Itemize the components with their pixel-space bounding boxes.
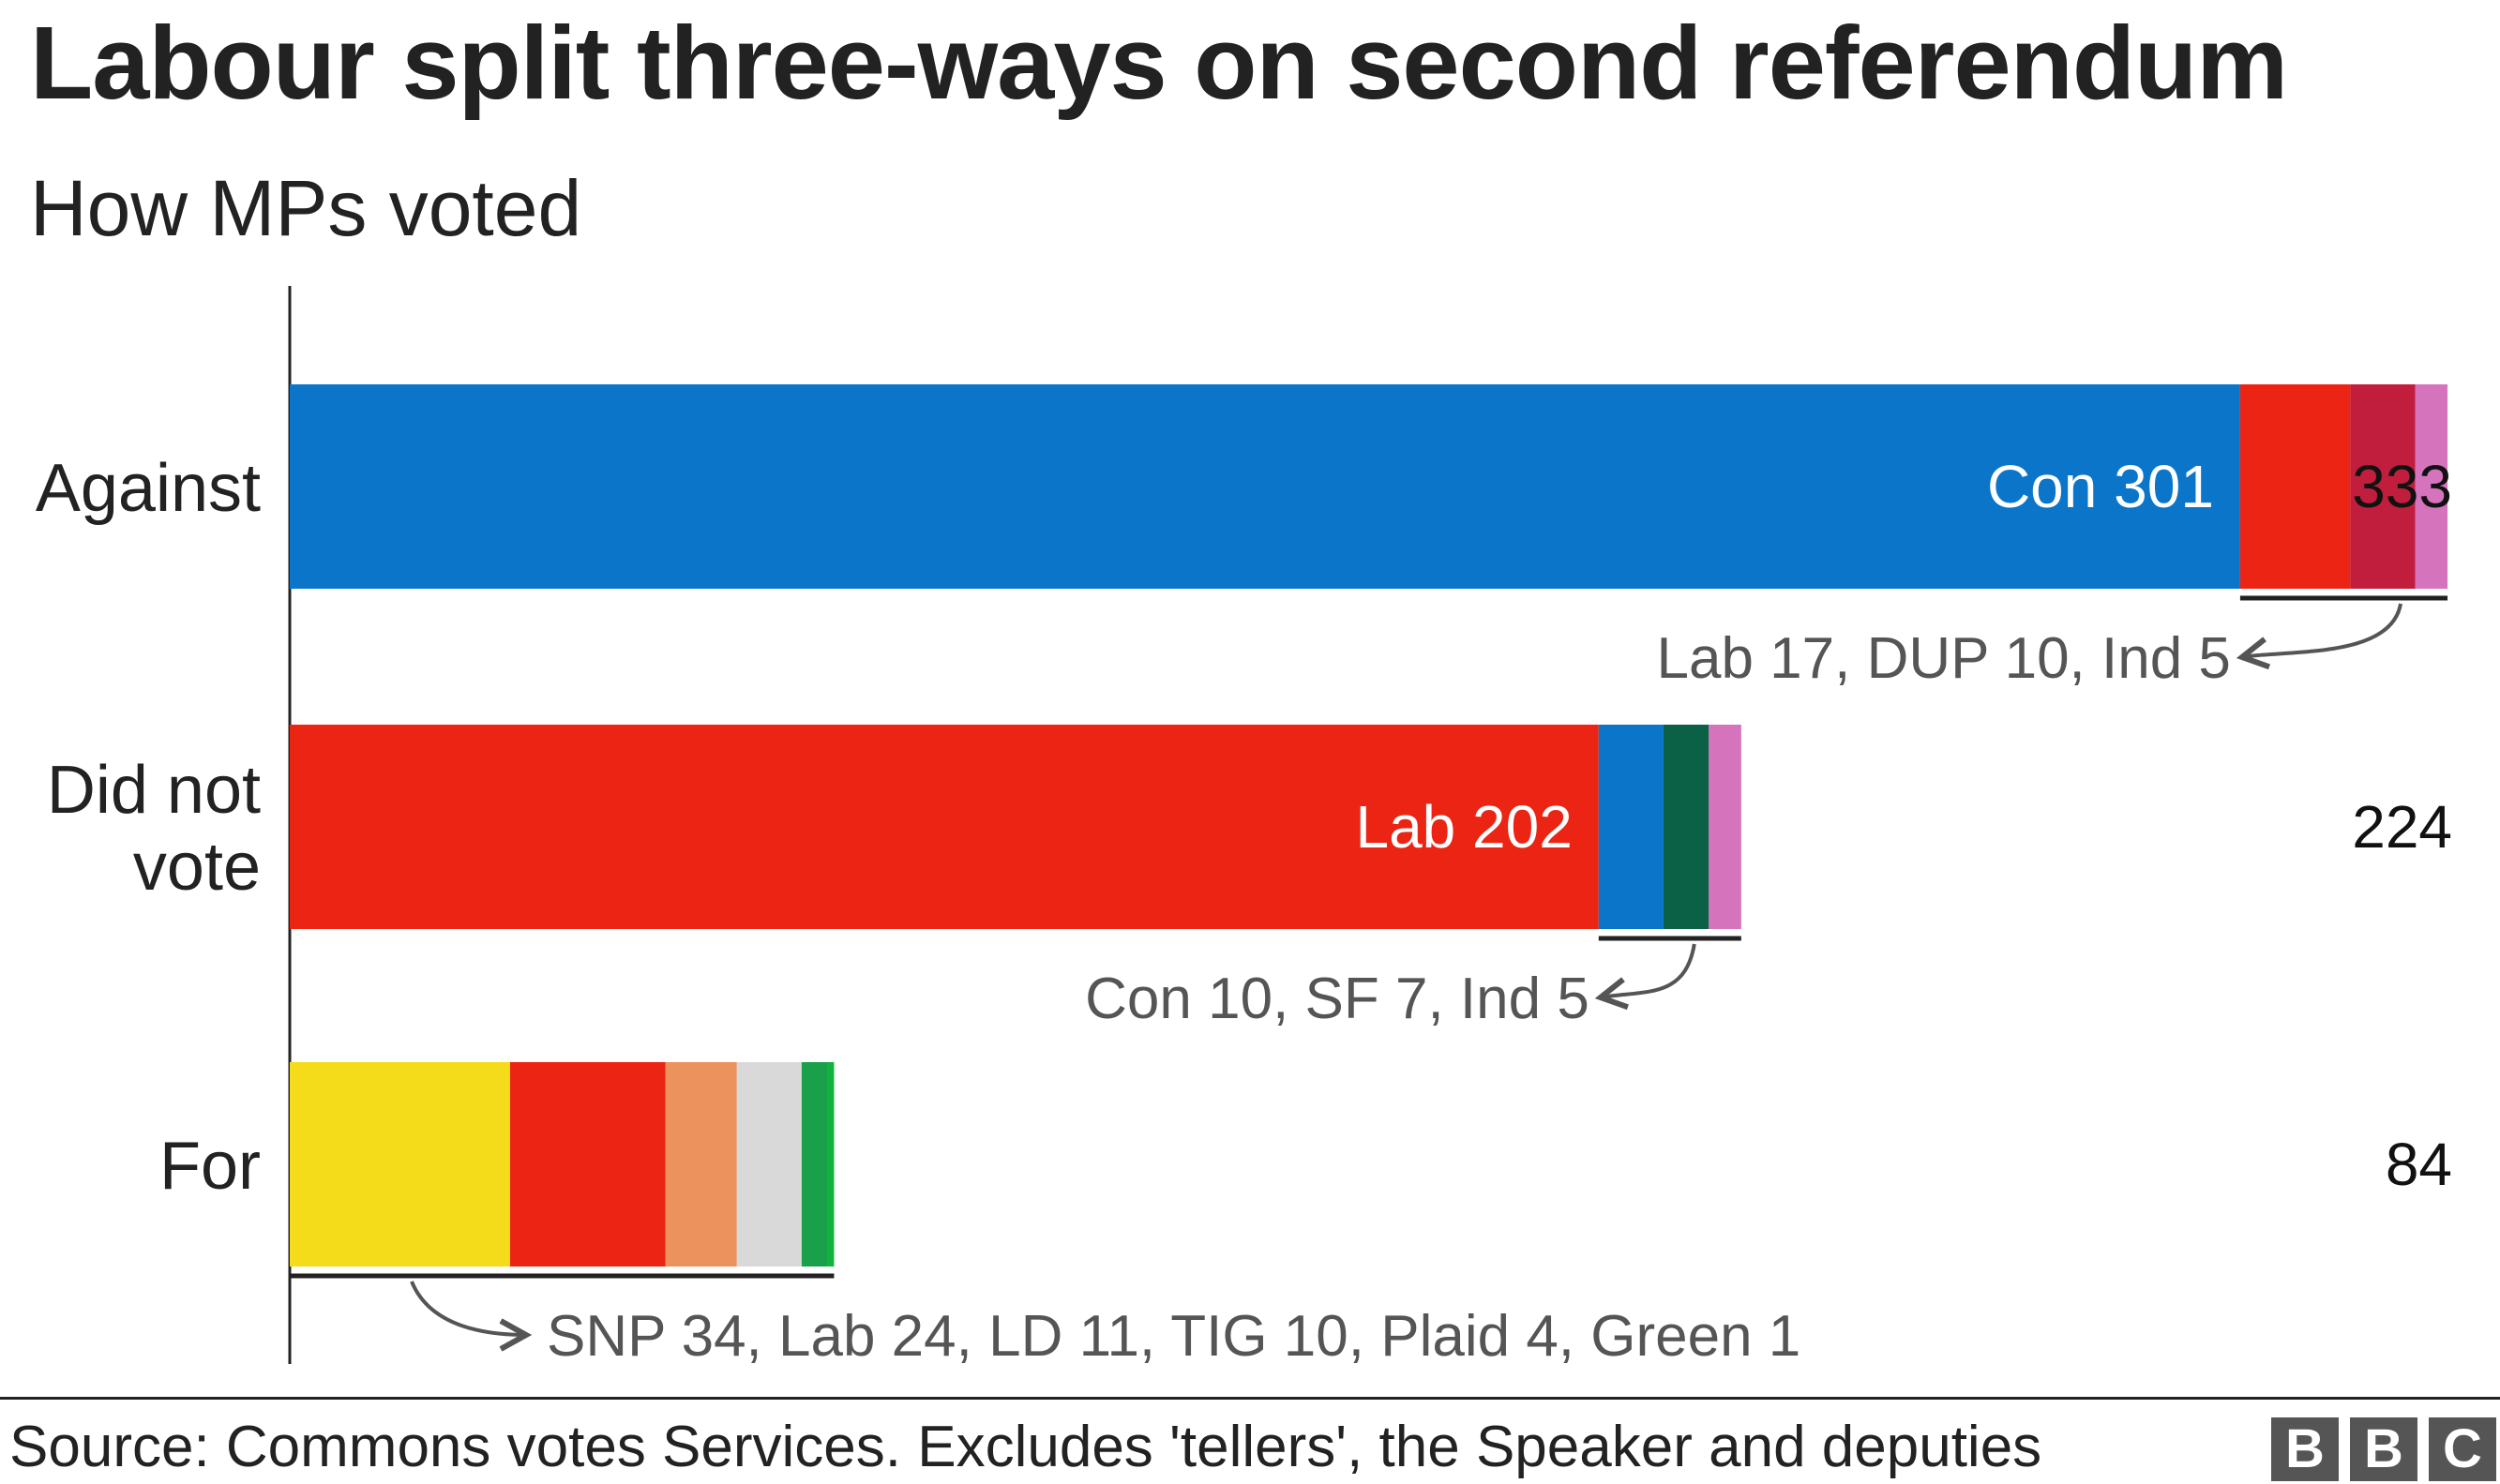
bbc-logo-letter-3: C (2429, 1417, 2496, 1481)
bar-segment-lab-0 (2239, 384, 2351, 589)
category-label-2-line-0: For (159, 1129, 261, 1204)
total-label-2: 84 (2386, 1131, 2452, 1198)
source-note: Source: Commons votes Services. Excludes… (9, 1415, 2042, 1479)
annotation-label-1: Con 10, SF 7, Ind 5 (1085, 967, 1589, 1031)
category-label-0-line-0: Against (36, 451, 261, 526)
chart-subtitle: How MPs voted (30, 164, 582, 252)
bar-segment-lab-2 (509, 1062, 666, 1267)
annotation-label-0: Lab 17, DUP 10, Ind 5 (1657, 626, 2231, 691)
bar-segment-ld-2 (665, 1062, 737, 1267)
footer-divider (0, 1397, 2500, 1400)
bar-segment-sf-1 (1663, 725, 1709, 929)
annotation-arrow-0 (2242, 603, 2403, 657)
category-label-1-line-0: Did not (47, 753, 261, 828)
inline-label-0: Con 301 (1987, 453, 2214, 520)
category-label-1-line-1: vote (133, 830, 261, 905)
bar-segment-tig-2 (736, 1062, 802, 1267)
inline-label-1: Lab 202 (1355, 793, 1572, 861)
annotation-label-2: SNP 34, Lab 24, LD 11, TIG 10, Plaid 4, … (547, 1304, 1800, 1369)
annotation-arrow-1 (1601, 943, 1696, 997)
annotation-arrow-2 (410, 1281, 526, 1335)
bar-segment-green-2 (827, 1062, 835, 1267)
bbc-logo: B B C (2271, 1417, 2496, 1481)
bar-segment-con-1 (1598, 725, 1664, 929)
bar-segment-snp-2 (290, 1062, 510, 1267)
total-label-0: 333 (2352, 453, 2452, 520)
total-label-1: 224 (2352, 793, 2452, 861)
chart-title: Labour split three-ways on second refere… (30, 6, 2288, 121)
stacked-bar-chart: Against Con 301 333 Lab 17, DUP 10, Ind 5 Di… (36, 286, 2452, 1369)
bar-segment-ind-0 (2415, 384, 2448, 589)
bar-segment-lab-1 (290, 725, 1599, 929)
bar-segment-dup-0 (2350, 384, 2416, 589)
bbc-logo-letter-2: B (2350, 1417, 2417, 1481)
bar-segment-con-0 (290, 384, 2240, 589)
bar-segment-plaid-2 (801, 1062, 828, 1267)
bar-segment-ind-1 (1709, 725, 1741, 929)
bbc-logo-letter-1: B (2271, 1417, 2339, 1481)
